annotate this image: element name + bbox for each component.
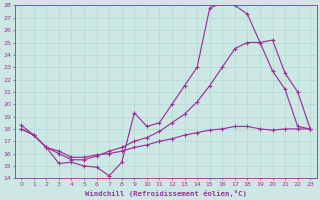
X-axis label: Windchill (Refroidissement éolien,°C): Windchill (Refroidissement éolien,°C)	[85, 190, 247, 197]
